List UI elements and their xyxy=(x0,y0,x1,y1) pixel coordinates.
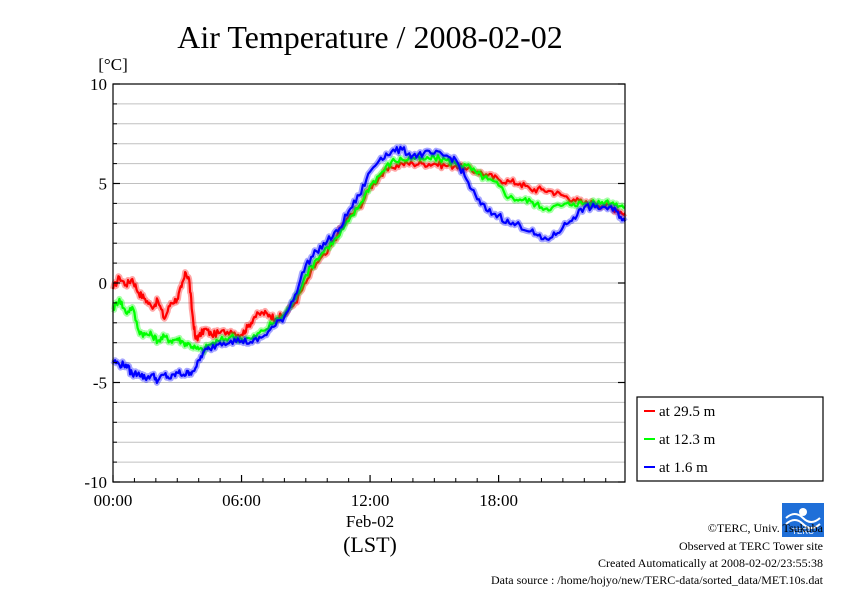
y-tick-label: 0 xyxy=(99,274,108,293)
footer-created: Created Automatically at 2008-02-02/23:5… xyxy=(598,556,823,570)
y-axis-label: [°C] xyxy=(98,55,127,74)
legend-box xyxy=(636,396,824,482)
footer-source: Data source : /home/hojyo/new/TERC-data/… xyxy=(491,573,824,587)
footer-observed: Observed at TERC Tower site xyxy=(679,539,823,553)
legend-label: at 12.3 m xyxy=(659,432,716,448)
y-tick-label: -5 xyxy=(93,374,107,393)
x-tick-label: 06:00 xyxy=(222,491,261,510)
series-line xyxy=(112,145,626,384)
legend-label: at 29.5 m xyxy=(659,404,716,420)
legend-label: at 1.6 m xyxy=(659,460,708,476)
x-tick-label: 00:00 xyxy=(94,491,133,510)
y-tick-label: -10 xyxy=(84,473,107,492)
y-tick-label: 10 xyxy=(90,75,107,94)
x-axis-label: (LST) xyxy=(343,532,397,557)
x-ticks: 00:00 06:00 12:00 18:00 xyxy=(94,475,607,510)
series-line xyxy=(111,160,626,342)
terc-logo-text: TERC xyxy=(792,527,814,536)
chart-title: Air Temperature / 2008-02-02 xyxy=(177,19,563,55)
legend: at 29.5 m at 12.3 m at 1.6 m xyxy=(636,396,824,482)
x-date-label: Feb-02 xyxy=(346,512,394,531)
series-line xyxy=(112,153,626,354)
series-group xyxy=(110,143,628,386)
terc-logo: TERC xyxy=(782,503,824,537)
footer-copyright: ©TERC, Univ. Tsukuba xyxy=(708,521,824,535)
y-ticks: 10 5 0 -5 -10 xyxy=(84,75,625,492)
x-tick-label: 12:00 xyxy=(351,491,390,510)
y-tick-label: 5 xyxy=(99,175,108,194)
x-tick-label: 18:00 xyxy=(479,491,518,510)
